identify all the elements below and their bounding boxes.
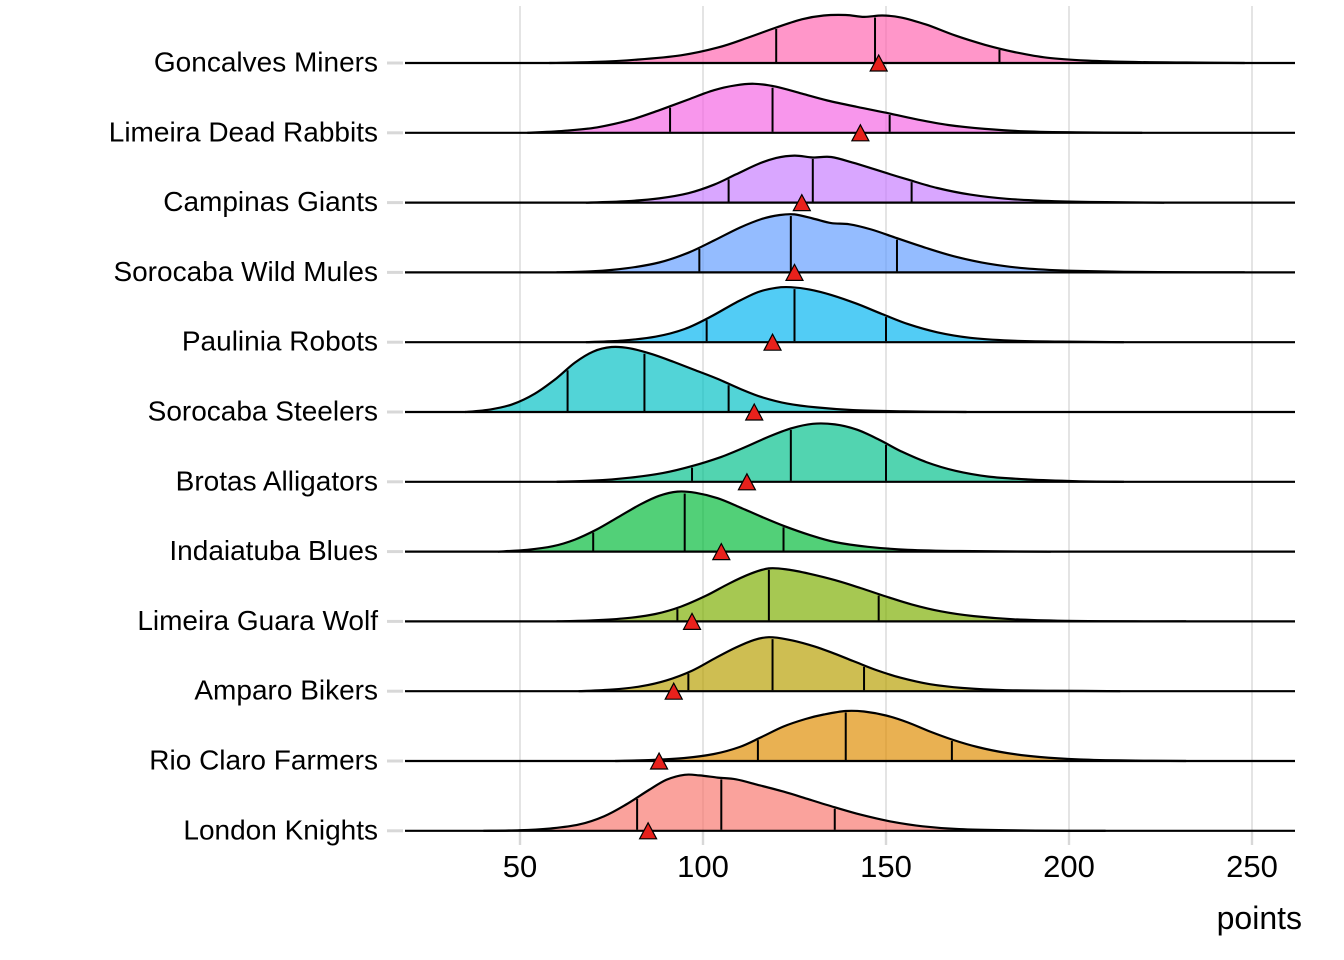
- mean-marker-triangle: [850, 123, 870, 142]
- mean-marker-triangle: [792, 193, 812, 212]
- mean-marker-triangle: [664, 681, 684, 700]
- x-axis-tick-label-50: 50: [503, 849, 537, 884]
- mean-marker-triangle: [638, 821, 658, 840]
- density-outline: [578, 636, 1121, 693]
- mean-marker-triangle: [737, 472, 757, 491]
- x-axis-tick-label-250: 250: [1226, 849, 1278, 884]
- density-outline: [527, 82, 1143, 134]
- density-fill: [556, 423, 1124, 482]
- density-outline: [585, 154, 1165, 204]
- ridge-indaiatuba-blues: Indaiatuba Blues: [169, 490, 1295, 566]
- mean-marker-triangle: [869, 53, 889, 72]
- ridge-brotas-alligators: Brotas Alligators: [176, 422, 1295, 496]
- ridge-sorocaba-wild-mules: Sorocaba Wild Mules: [113, 213, 1295, 287]
- density-outline: [615, 709, 1187, 763]
- ridge-campinas-giants: Campinas Giants: [163, 154, 1295, 217]
- ridge-goncalves-miners: Goncalves Miners: [154, 13, 1295, 78]
- y-axis-label-rio-claro-farmers: Rio Claro Farmers: [149, 745, 378, 776]
- density-outline: [483, 773, 1106, 832]
- y-axis-label-goncalves-miners: Goncalves Miners: [154, 47, 378, 78]
- mean-marker-triangle: [649, 751, 669, 770]
- ridge-sorocaba-steelers: Sorocaba Steelers: [148, 345, 1295, 427]
- mean-marker-triangle: [682, 612, 702, 631]
- density-fill: [585, 155, 1165, 203]
- y-axis-label-brotas-alligators: Brotas Alligators: [176, 465, 378, 496]
- density-fill: [556, 568, 1187, 622]
- density-fill: [527, 83, 1143, 133]
- ridge-paulinia-robots: Paulinia Robots: [182, 285, 1295, 357]
- y-axis-label-sorocaba-wild-mules: Sorocaba Wild Mules: [113, 256, 378, 287]
- mean-marker-triangle: [744, 402, 764, 421]
- x-axis-tick-label-150: 150: [860, 849, 912, 884]
- ridge-amparo-bikers: Amparo Bikers: [194, 636, 1295, 706]
- mean-marker-triangle: [711, 542, 731, 561]
- density-outline: [556, 213, 1245, 274]
- ridge-limeira-dead-rabbits: Limeira Dead Rabbits: [109, 82, 1295, 147]
- density-outline: [585, 285, 1124, 344]
- mean-marker-triangle: [763, 332, 783, 351]
- density-fill: [483, 774, 1106, 831]
- ridge-rio-claro-farmers: Rio Claro Farmers: [149, 709, 1295, 776]
- y-axis-label-sorocaba-steelers: Sorocaba Steelers: [148, 396, 378, 427]
- y-axis-label-london-knights: London Knights: [183, 814, 378, 845]
- x-axis-title: points: [1217, 900, 1302, 936]
- y-axis-label-indaiatuba-blues: Indaiatuba Blues: [169, 535, 378, 566]
- y-axis-label-limeira-dead-rabbits: Limeira Dead Rabbits: [109, 116, 378, 147]
- density-outline: [556, 567, 1187, 623]
- ridge-limeira-guara-wolf: Limeira Guara Wolf: [137, 567, 1295, 636]
- density-fill: [465, 346, 967, 412]
- y-axis-label-limeira-guara-wolf: Limeira Guara Wolf: [137, 605, 378, 636]
- y-axis-label-paulinia-robots: Paulinia Robots: [182, 326, 378, 357]
- density-fill: [498, 491, 1051, 552]
- y-axis-label-campinas-giants: Campinas Giants: [163, 186, 378, 217]
- density-outline: [464, 345, 967, 414]
- density-fill: [578, 637, 1121, 692]
- x-axis-tick-label-200: 200: [1043, 849, 1095, 884]
- density-fill: [615, 710, 1187, 761]
- density-outline: [549, 13, 1245, 65]
- density-fill: [549, 14, 1245, 64]
- ridge-london-knights: London Knights: [183, 773, 1295, 845]
- density-fill: [556, 214, 1245, 273]
- x-axis-tick-label-100: 100: [677, 849, 729, 884]
- y-axis-label-amparo-bikers: Amparo Bikers: [194, 675, 378, 706]
- density-outline: [556, 422, 1124, 483]
- density-outline: [497, 490, 1051, 553]
- mean-marker-triangle: [785, 263, 804, 281]
- density-fill: [585, 287, 1124, 343]
